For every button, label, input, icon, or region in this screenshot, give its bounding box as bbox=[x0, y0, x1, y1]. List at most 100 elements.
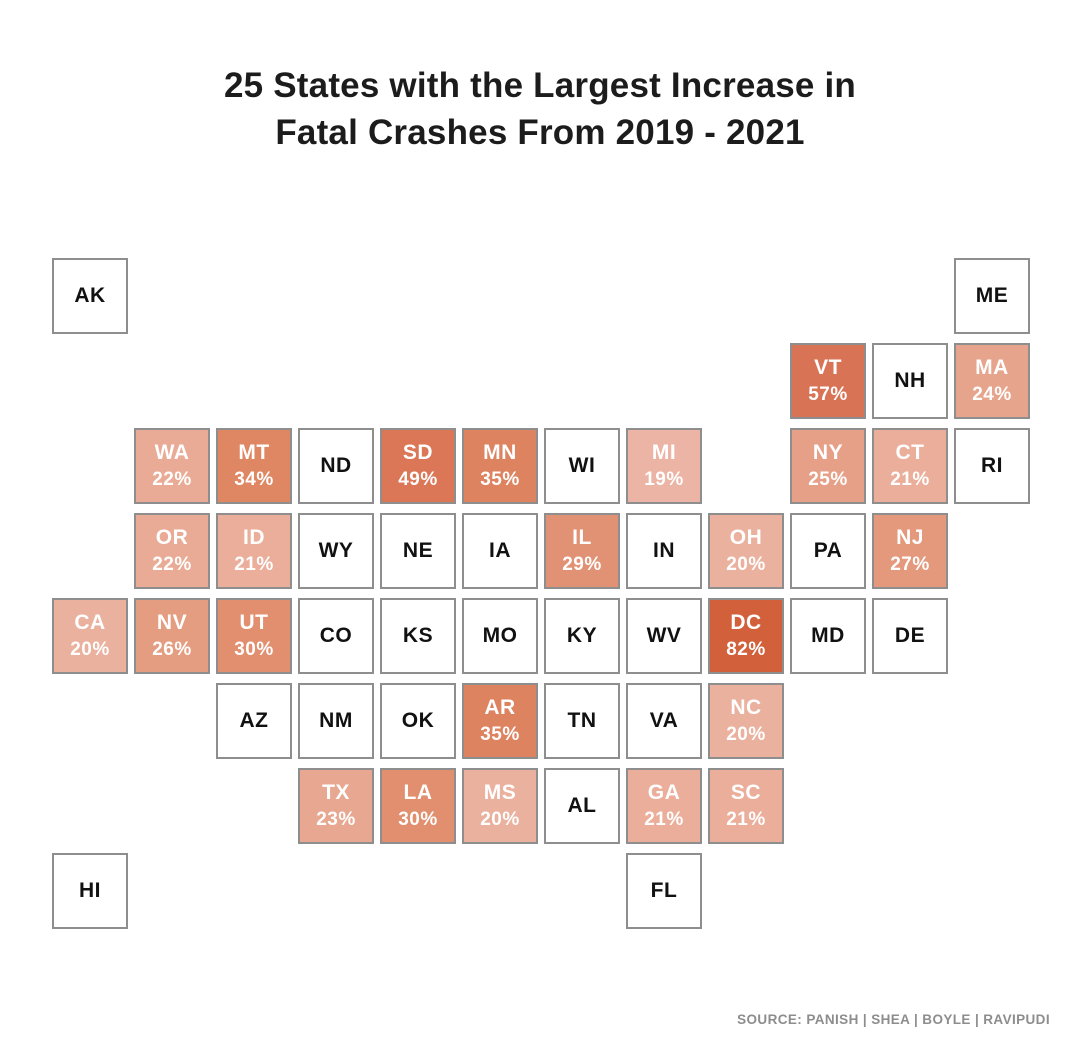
state-tile-la: LA 30% bbox=[380, 768, 456, 844]
state-tile-dc: DC 82% bbox=[708, 598, 784, 674]
state-tile-ca: CA 20% bbox=[52, 598, 128, 674]
state-tile-me: ME bbox=[954, 258, 1030, 334]
state-value-label: 35% bbox=[480, 469, 520, 490]
state-abbr-label: UT bbox=[239, 611, 269, 634]
state-abbr-label: OK bbox=[401, 709, 435, 732]
state-value-label: 20% bbox=[480, 809, 520, 830]
state-tile-co: CO bbox=[298, 598, 374, 674]
state-value-label: 20% bbox=[726, 554, 766, 575]
chart-title-line-1: 25 States with the Largest Increase in bbox=[224, 66, 856, 105]
state-abbr-label: MN bbox=[483, 441, 517, 464]
state-tile-nc: NC 20% bbox=[708, 683, 784, 759]
state-value-label: 23% bbox=[316, 809, 356, 830]
state-tile-ut: UT 30% bbox=[216, 598, 292, 674]
state-abbr-label: AR bbox=[484, 696, 516, 719]
state-tile-mt: MT 34% bbox=[216, 428, 292, 504]
state-tile-tn: TN bbox=[544, 683, 620, 759]
state-abbr-label: TN bbox=[567, 709, 597, 732]
state-value-label: 24% bbox=[972, 384, 1012, 405]
state-tile-al: AL bbox=[544, 768, 620, 844]
state-value-label: 21% bbox=[726, 809, 766, 830]
state-abbr-label: VA bbox=[649, 709, 679, 732]
state-abbr-label: KY bbox=[566, 624, 598, 647]
state-abbr-label: PA bbox=[813, 539, 843, 562]
state-abbr-label: IA bbox=[489, 539, 511, 562]
state-tile-sd: SD 49% bbox=[380, 428, 456, 504]
state-abbr-label: MD bbox=[811, 624, 845, 647]
state-tile-in: IN bbox=[626, 513, 702, 589]
state-tile-md: MD bbox=[790, 598, 866, 674]
state-tile-hi: HI bbox=[52, 853, 128, 929]
state-abbr-label: AZ bbox=[239, 709, 269, 732]
state-abbr-label: NJ bbox=[896, 526, 924, 549]
state-tile-de: DE bbox=[872, 598, 948, 674]
state-abbr-label: ME bbox=[975, 284, 1009, 307]
state-value-label: 22% bbox=[152, 554, 192, 575]
state-abbr-label: DE bbox=[894, 624, 926, 647]
state-tile-mi: MI 19% bbox=[626, 428, 702, 504]
state-tile-or: OR 22% bbox=[134, 513, 210, 589]
state-abbr-label: ID bbox=[243, 526, 265, 549]
state-abbr-label: IL bbox=[572, 526, 592, 549]
state-abbr-label: NC bbox=[730, 696, 762, 719]
state-value-label: 19% bbox=[644, 469, 684, 490]
state-tile-ct: CT 21% bbox=[872, 428, 948, 504]
state-tile-il: IL 29% bbox=[544, 513, 620, 589]
state-tile-ar: AR 35% bbox=[462, 683, 538, 759]
state-abbr-label: SC bbox=[730, 781, 762, 804]
state-abbr-label: VT bbox=[814, 356, 842, 379]
state-tile-vt: VT 57% bbox=[790, 343, 866, 419]
state-abbr-label: MA bbox=[975, 356, 1009, 379]
state-value-label: 49% bbox=[398, 469, 438, 490]
state-abbr-label: WA bbox=[154, 441, 190, 464]
state-value-label: 25% bbox=[808, 469, 848, 490]
state-tile-sc: SC 21% bbox=[708, 768, 784, 844]
state-tile-fl: FL bbox=[626, 853, 702, 929]
state-abbr-label: KS bbox=[402, 624, 434, 647]
state-tile-ok: OK bbox=[380, 683, 456, 759]
state-abbr-label: ND bbox=[320, 454, 352, 477]
chart-title-line-2: Fatal Crashes From 2019 - 2021 bbox=[275, 113, 805, 152]
state-abbr-label: RI bbox=[981, 454, 1003, 477]
state-abbr-label: CT bbox=[895, 441, 925, 464]
state-abbr-label: MS bbox=[483, 781, 517, 804]
state-value-label: 30% bbox=[234, 639, 274, 660]
state-tile-wa: WA 22% bbox=[134, 428, 210, 504]
state-tile-ia: IA bbox=[462, 513, 538, 589]
state-tile-nv: NV 26% bbox=[134, 598, 210, 674]
state-value-label: 57% bbox=[808, 384, 848, 405]
state-value-label: 35% bbox=[480, 724, 520, 745]
state-value-label: 20% bbox=[70, 639, 110, 660]
state-tile-ak: AK bbox=[52, 258, 128, 334]
state-tile-oh: OH 20% bbox=[708, 513, 784, 589]
state-abbr-label: AK bbox=[74, 284, 106, 307]
state-abbr-label: WV bbox=[646, 624, 682, 647]
state-abbr-label: NV bbox=[156, 611, 188, 634]
chart-title: 25 States with the Largest Increase in F… bbox=[0, 62, 1080, 156]
state-tile-wy: WY bbox=[298, 513, 374, 589]
state-abbr-label: DC bbox=[730, 611, 762, 634]
state-tile-nj: NJ 27% bbox=[872, 513, 948, 589]
state-abbr-label: MO bbox=[482, 624, 518, 647]
state-tile-mn: MN 35% bbox=[462, 428, 538, 504]
state-abbr-label: NE bbox=[402, 539, 434, 562]
state-value-label: 21% bbox=[234, 554, 274, 575]
state-value-label: 26% bbox=[152, 639, 192, 660]
state-abbr-label: WY bbox=[318, 539, 354, 562]
state-abbr-label: OR bbox=[155, 526, 189, 549]
state-tile-wv: WV bbox=[626, 598, 702, 674]
state-value-label: 21% bbox=[644, 809, 684, 830]
state-tile-wi: WI bbox=[544, 428, 620, 504]
state-tile-ma: MA 24% bbox=[954, 343, 1030, 419]
state-tile-nm: NM bbox=[298, 683, 374, 759]
state-abbr-label: IN bbox=[653, 539, 675, 562]
state-abbr-label: AL bbox=[567, 794, 597, 817]
state-abbr-label: NM bbox=[319, 709, 353, 732]
state-tile-ri: RI bbox=[954, 428, 1030, 504]
state-value-label: 30% bbox=[398, 809, 438, 830]
state-abbr-label: TX bbox=[322, 781, 350, 804]
state-abbr-label: MI bbox=[651, 441, 677, 464]
state-abbr-label: CA bbox=[74, 611, 106, 634]
state-tile-nh: NH bbox=[872, 343, 948, 419]
